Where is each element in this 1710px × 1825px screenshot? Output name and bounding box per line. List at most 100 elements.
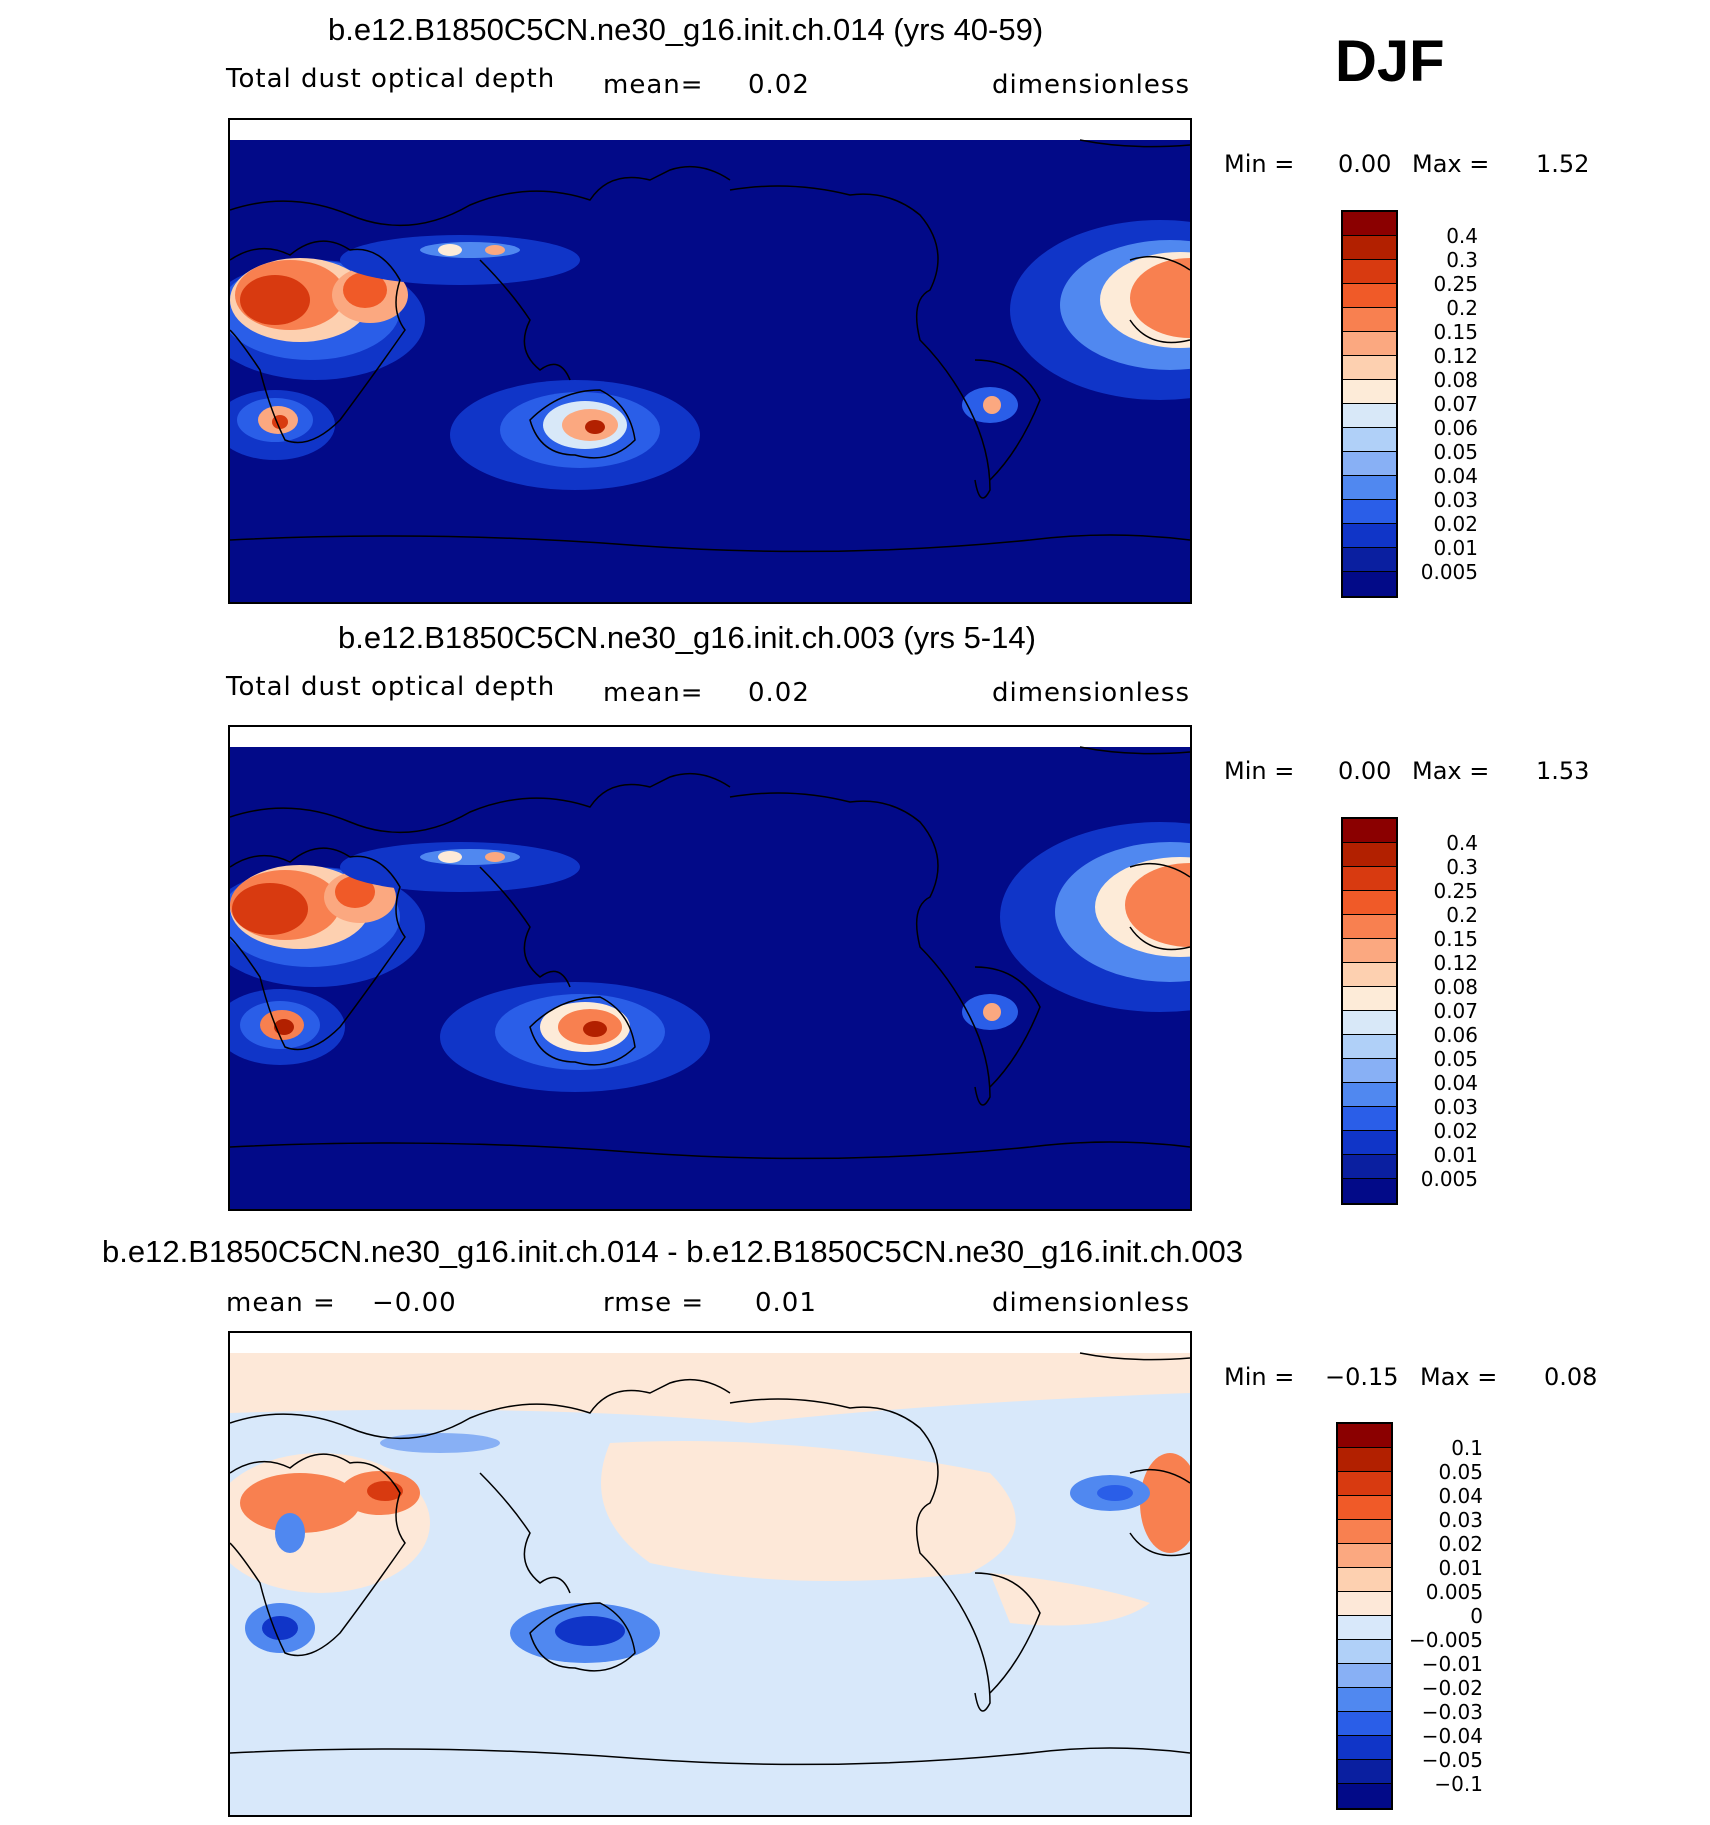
colorbar-label: 0.07	[1433, 999, 1478, 1023]
colorbar-label: 0.02	[1433, 512, 1478, 536]
colorbar-bin	[1343, 548, 1396, 572]
panel1-variable: Total dust optical depth	[226, 64, 556, 94]
panel3-units: dimensionless	[992, 1288, 1190, 1318]
colorbar-bin	[1338, 1640, 1391, 1664]
colorbar-bin	[1343, 1179, 1396, 1203]
colorbar-label: 0.01	[1433, 1143, 1478, 1167]
panel2-max-label: Max =	[1412, 757, 1490, 785]
colorbar-bin	[1343, 843, 1396, 867]
colorbar-label: 0.05	[1438, 1460, 1483, 1484]
panel2-colorbar	[1341, 817, 1398, 1205]
dust-australia	[440, 982, 710, 1092]
colorbar-bin	[1343, 1011, 1396, 1035]
panel2-map-svg	[230, 746, 1190, 1209]
colorbar-bin	[1343, 284, 1396, 308]
colorbar-bin	[1343, 915, 1396, 939]
colorbar-label: −0.03	[1421, 1700, 1483, 1724]
colorbar-label: 0.04	[1438, 1484, 1483, 1508]
panel3-rmse-label: rmse =	[603, 1288, 705, 1318]
colorbar-bin	[1343, 260, 1396, 284]
panel3-max-label: Max =	[1420, 1363, 1498, 1391]
colorbar-label: 0.25	[1433, 879, 1478, 903]
colorbar-bin	[1343, 963, 1396, 987]
colorbar-bin	[1338, 1664, 1391, 1688]
colorbar-label: 0.07	[1433, 392, 1478, 416]
colorbar-label: 0.15	[1433, 320, 1478, 344]
panel2-min-value: 0.00	[1338, 757, 1392, 785]
colorbar-bin	[1338, 1712, 1391, 1736]
dust-southern-africa	[230, 390, 335, 460]
dust-atlantic	[1010, 220, 1190, 400]
panel1-mean-label: mean=	[603, 70, 704, 100]
dust-africa	[230, 842, 580, 987]
colorbar-label: 0.02	[1438, 1532, 1483, 1556]
panel1-map-svg	[230, 139, 1190, 602]
colorbar-label: 0.3	[1446, 855, 1478, 879]
colorbar-label: −0.01	[1421, 1652, 1483, 1676]
ocean-fill	[230, 140, 1190, 602]
panel3-map	[228, 1331, 1192, 1817]
panel1-title: b.e12.B1850C5CN.ne30_g16.init.ch.014 (yr…	[328, 12, 1044, 47]
colorbar-label: 0.05	[1433, 440, 1478, 464]
panel2-mean-value: 0.02	[748, 678, 810, 708]
colorbar-bin	[1343, 987, 1396, 1011]
colorbar-label: 0.2	[1446, 903, 1478, 927]
colorbar-bin	[1338, 1616, 1391, 1640]
negative-diff-regions	[245, 1433, 1150, 1663]
panel3-rmse-value: 0.01	[755, 1288, 817, 1318]
colorbar-label: −0.02	[1421, 1676, 1483, 1700]
season-label: DJF	[1335, 29, 1445, 94]
panel3-max-value: 0.08	[1544, 1363, 1598, 1391]
dust-southern-africa	[230, 989, 345, 1065]
colorbar-label: 0.06	[1433, 1023, 1478, 1047]
colorbar-bin	[1338, 1496, 1391, 1520]
colorbar-label: 0.12	[1433, 344, 1478, 368]
colorbar-bin	[1343, 819, 1396, 843]
colorbar-label: 0.25	[1433, 272, 1478, 296]
colorbar-bin	[1343, 356, 1396, 380]
panel3-min-value: −0.15	[1325, 1363, 1399, 1391]
colorbar-label: 0	[1470, 1604, 1483, 1628]
colorbar-bin	[1338, 1472, 1391, 1496]
colorbar-bin	[1343, 452, 1396, 476]
colorbar-label: −0.04	[1421, 1724, 1483, 1748]
colorbar-bin	[1343, 524, 1396, 548]
colorbar-label: 0.12	[1433, 951, 1478, 975]
panel1-units: dimensionless	[992, 70, 1190, 100]
positive-diff-regions	[230, 1353, 1190, 1626]
panel1-map	[228, 118, 1192, 604]
colorbar-bin	[1343, 1083, 1396, 1107]
colorbar-bin	[1343, 212, 1396, 236]
panel2-mean-label: mean=	[603, 678, 704, 708]
dust-atlantic	[1000, 822, 1190, 1012]
panel1-min-label: Min =	[1224, 150, 1295, 178]
coastlines	[230, 139, 1190, 553]
colorbar-bin	[1338, 1544, 1391, 1568]
colorbar-bin	[1338, 1448, 1391, 1472]
colorbar-label: 0.3	[1446, 248, 1478, 272]
colorbar-bin	[1343, 1131, 1396, 1155]
dust-australia	[450, 380, 700, 490]
panel3-mean-label: mean =	[226, 1288, 336, 1318]
dust-africa	[230, 235, 580, 380]
colorbar-label: −0.1	[1434, 1772, 1483, 1796]
colorbar-label: 0.005	[1425, 1580, 1483, 1604]
colorbar-bin	[1343, 1059, 1396, 1083]
colorbar-bin	[1338, 1760, 1391, 1784]
colorbar-label: 0.08	[1433, 975, 1478, 999]
colorbar-label: 0.2	[1446, 296, 1478, 320]
colorbar-label: 0.005	[1420, 560, 1478, 584]
panel1-max-label: Max =	[1412, 150, 1490, 178]
colorbar-label: 0.01	[1433, 536, 1478, 560]
colorbar-label: 0.04	[1433, 1071, 1478, 1095]
colorbar-label: 0.03	[1433, 1095, 1478, 1119]
colorbar-bin	[1343, 380, 1396, 404]
coastlines	[230, 746, 1190, 1160]
ocean-fill	[230, 747, 1190, 1209]
panel2-units: dimensionless	[992, 678, 1190, 708]
colorbar-bin	[1343, 572, 1396, 596]
panel2-title: b.e12.B1850C5CN.ne30_g16.init.ch.003 (yr…	[338, 620, 1036, 655]
colorbar-label: 0.04	[1433, 464, 1478, 488]
panel1-mean-value: 0.02	[748, 70, 810, 100]
panel2-variable: Total dust optical depth	[226, 672, 556, 702]
